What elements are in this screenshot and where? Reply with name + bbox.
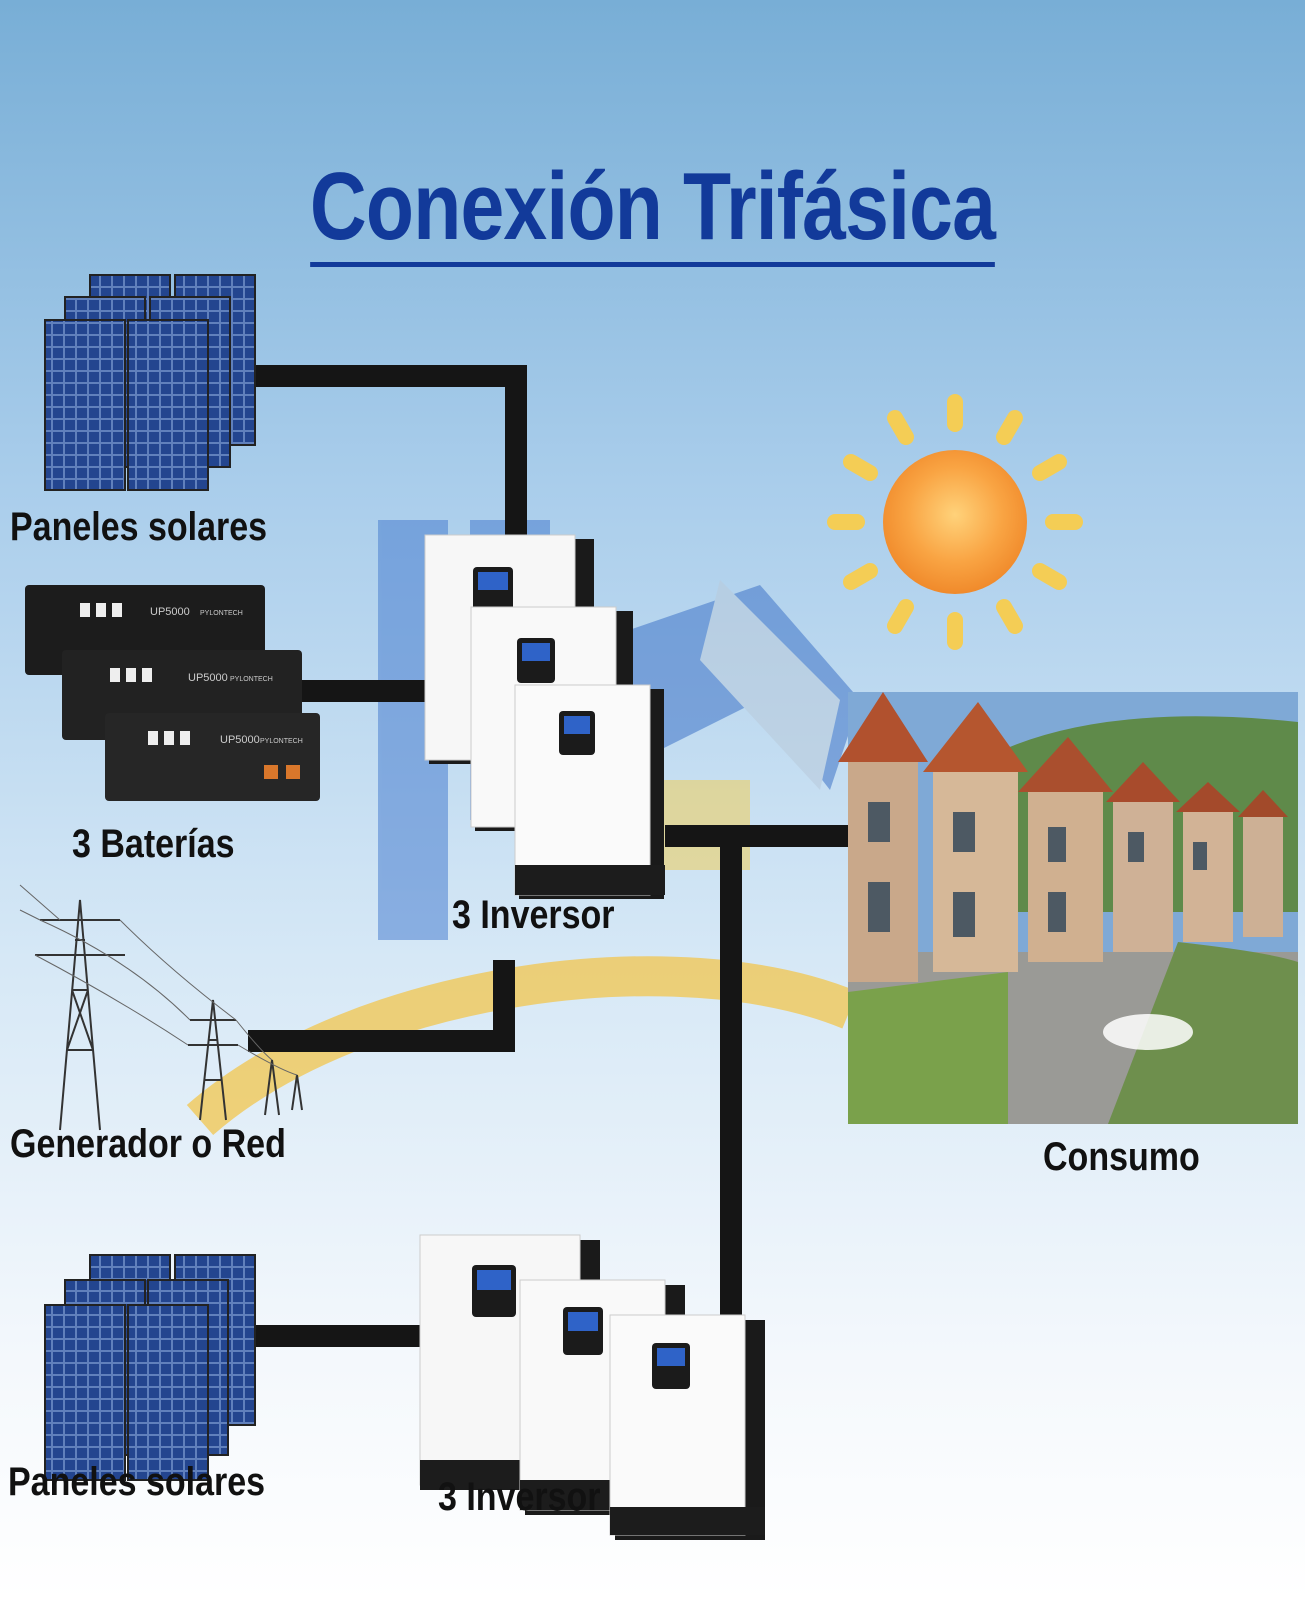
label-inverter-bottom: 3 Inversor [438,1475,601,1519]
battery-3-brand: PYLONTECH [260,738,303,745]
battery-1-model: UP5000 [150,606,190,618]
wire-to-consumption [665,825,850,847]
wire-batteries [300,680,440,702]
page-title: Conexión Trifásica [117,152,1187,268]
houses-photo [838,692,1298,1124]
grid-towers-image [19,884,303,1131]
wire-solar-top [245,365,527,387]
label-batteries: 3 Baterías [72,822,235,866]
label-grid: Generador o Red [10,1122,286,1166]
batteries-image: UP5000 PYLONTECH UP5000 PYLONTECH UP5000… [25,585,320,801]
wire-grid [248,1030,513,1052]
inverters-bottom-image [419,1234,765,1540]
battery-1-brand: PYLONTECH [200,610,243,617]
battery-2-model: UP5000 [188,672,228,684]
battery-3-model: UP5000 [220,734,260,746]
battery-2-brand: PYLONTECH [230,676,273,683]
wire-solar-top-down [505,365,527,545]
solar-panels-top-image [44,274,256,491]
label-inverter-top: 3 Inversor [452,893,615,937]
label-consumption: Consumo [1043,1135,1200,1179]
solar-panels-bottom-image [44,1254,256,1481]
label-solar-top: Paneles solares [10,505,268,549]
wire-solar-bottom [228,1325,428,1347]
wire-grid-up [493,960,515,1052]
wire-vertical-trunk [720,825,742,1320]
sun-icon [827,394,1083,650]
inverters-top-image [424,534,665,899]
label-solar-bottom: Paneles solares [8,1460,266,1504]
